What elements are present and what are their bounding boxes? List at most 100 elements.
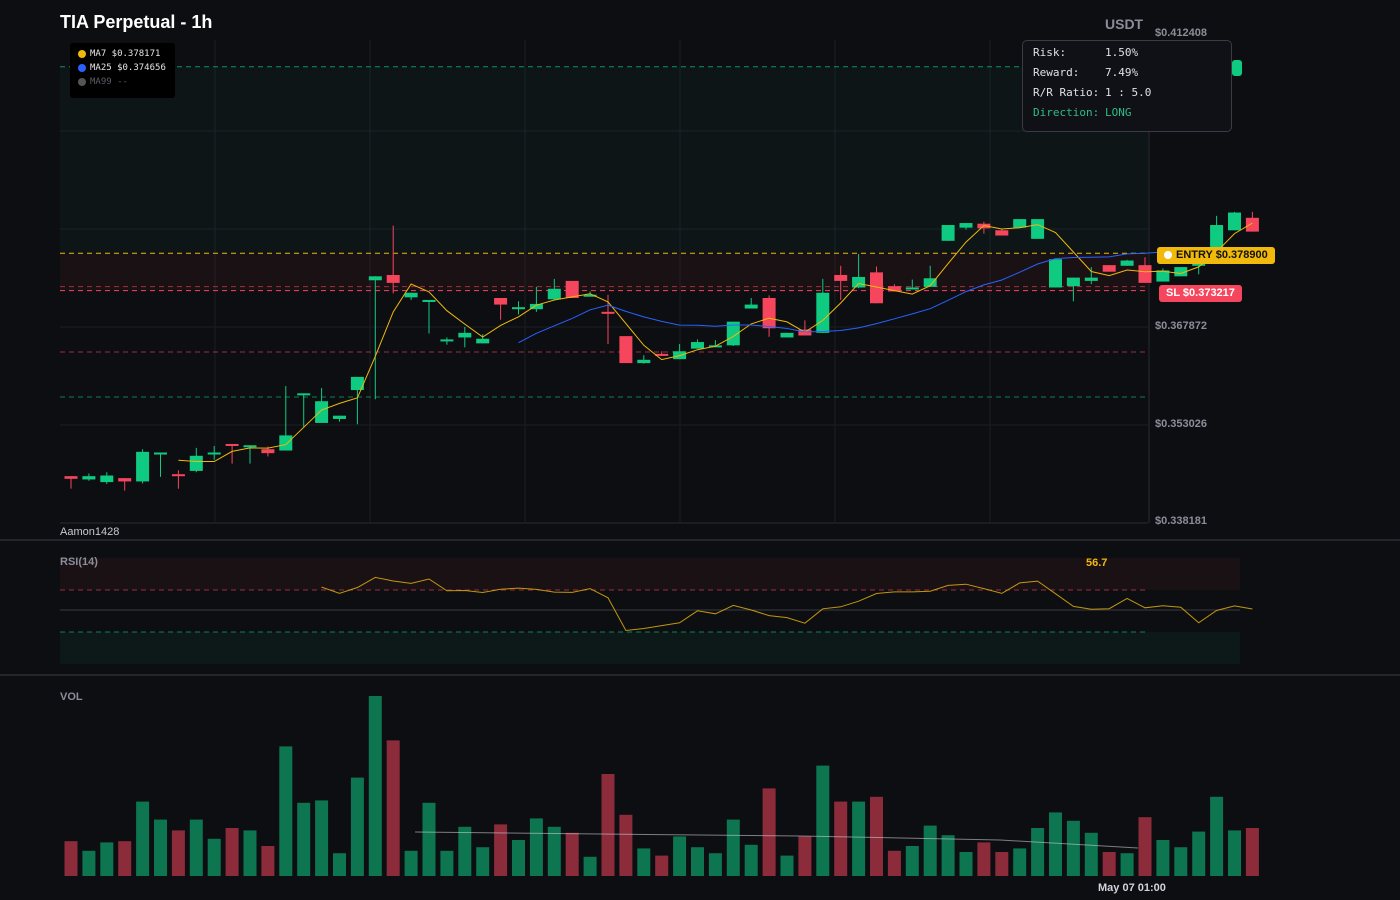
volume-bar — [780, 855, 794, 876]
volume-bar — [476, 847, 490, 876]
candle-body — [1084, 277, 1098, 281]
volume-bar — [118, 841, 132, 876]
candle — [565, 280, 579, 299]
volume-bar — [708, 853, 722, 876]
entry-tag[interactable]: ENTRY $0.378900 — [1157, 247, 1275, 264]
candle-body — [816, 292, 830, 333]
chart-title: TIA Perpetual - 1h — [60, 12, 213, 32]
volume-bar — [977, 842, 991, 876]
volume-bar — [816, 765, 830, 876]
ma25-dot-icon — [78, 64, 86, 72]
volume-bar — [207, 838, 221, 876]
take-profit-zone — [60, 66, 1148, 254]
ma25-line — [518, 250, 1253, 344]
candle — [118, 478, 132, 491]
volume-bar — [1013, 848, 1027, 876]
candle — [350, 376, 364, 425]
price-label: $0.353026 — [1155, 418, 1207, 430]
candle-body — [1210, 225, 1224, 253]
volume-bar — [368, 696, 382, 876]
candle — [154, 452, 167, 477]
candle — [905, 279, 919, 290]
risk-value: 1.50% — [1105, 46, 1139, 59]
candle — [1210, 215, 1224, 253]
candle-body — [762, 298, 776, 329]
volume-bar — [64, 841, 78, 876]
candle — [315, 388, 329, 423]
candle — [1174, 267, 1188, 277]
candle — [136, 449, 150, 484]
volume-bar — [673, 836, 687, 876]
candle-body — [476, 338, 490, 344]
legend-ma99: MA99 -- — [78, 75, 175, 89]
volume-bar — [637, 848, 651, 876]
volume-bar — [1245, 828, 1259, 876]
volume-bar — [1102, 852, 1116, 876]
candle-body — [368, 276, 382, 281]
candle — [494, 298, 508, 320]
rr-label: R/R Ratio: — [1033, 86, 1100, 99]
risk-reward-panel: Risk: 1.50% Reward: 7.49% R/R Ratio: 1 : 5.… — [1022, 40, 1232, 132]
candle-body — [1066, 277, 1080, 287]
candle — [691, 339, 704, 349]
candle-body — [440, 339, 454, 342]
candle-body — [905, 287, 919, 290]
candle-body — [1138, 265, 1152, 283]
volume-bar — [1084, 832, 1098, 876]
candle — [852, 253, 866, 289]
candle-body — [494, 298, 508, 305]
candle-body — [118, 478, 132, 482]
candle — [798, 320, 812, 336]
candle — [780, 332, 794, 338]
volume-ma-line — [414, 831, 1139, 849]
candle-body — [386, 274, 400, 283]
reward-label: Reward: — [1033, 66, 1080, 79]
volume-bar — [386, 740, 400, 876]
reward-value: 7.49% — [1105, 66, 1139, 79]
candle-body — [995, 230, 1009, 236]
candle — [82, 473, 96, 481]
candle-body — [1120, 260, 1134, 266]
rsi-oversold-zone — [60, 632, 1240, 664]
rsi-value: 56.7 — [1086, 557, 1108, 569]
candle — [333, 415, 346, 422]
candle-body — [870, 272, 883, 304]
volume-bar — [440, 850, 454, 876]
rsi-label: RSI(14) — [60, 556, 98, 568]
price-label: $0.367872 — [1155, 320, 1207, 332]
candle-body — [315, 401, 329, 423]
candle-body — [1174, 267, 1188, 277]
stop-loss-tag[interactable]: SL $0.373217 — [1159, 285, 1242, 302]
candle — [941, 225, 955, 241]
volume-bar — [887, 850, 901, 876]
candle-body — [529, 303, 543, 310]
candle — [923, 265, 937, 287]
candle-body — [601, 311, 615, 314]
candle — [279, 386, 293, 451]
candle — [100, 472, 114, 485]
volume-bar — [529, 818, 543, 876]
volume-bar — [82, 850, 96, 876]
take-profit-handle[interactable] — [1232, 60, 1242, 76]
candle — [297, 393, 311, 427]
candle-body — [834, 274, 848, 281]
candle — [655, 351, 669, 356]
candle — [189, 447, 203, 473]
candle-body — [1228, 212, 1241, 231]
candle-body — [64, 476, 78, 479]
candle — [386, 225, 400, 294]
volume-bar — [100, 842, 114, 876]
volume-bar — [154, 819, 167, 876]
volume-bar — [995, 852, 1009, 876]
candle — [619, 336, 633, 364]
candle — [1245, 211, 1259, 232]
candle — [404, 292, 418, 300]
volume-bar — [547, 826, 561, 876]
candle — [1013, 219, 1027, 228]
direction-label: Direction: — [1033, 106, 1100, 119]
candle — [368, 276, 382, 400]
candle — [1156, 268, 1170, 282]
candle — [1120, 259, 1134, 266]
rsi-line — [321, 576, 1253, 632]
